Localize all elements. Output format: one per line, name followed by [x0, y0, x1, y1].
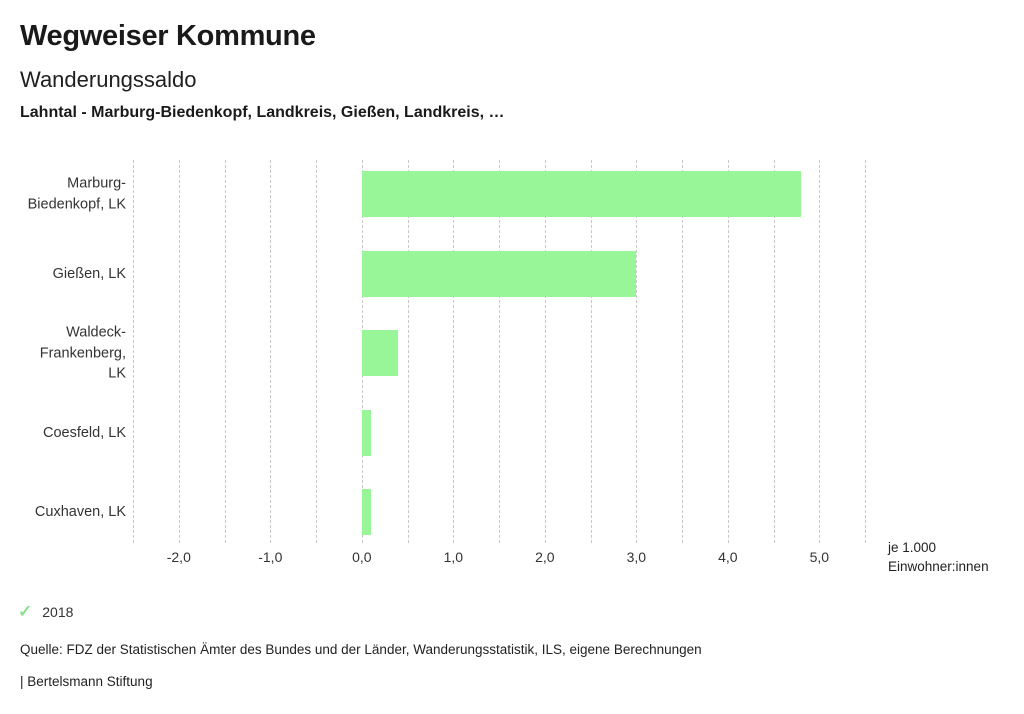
page-title: Wegweiser Kommune — [20, 20, 316, 52]
axis-unit-label: je 1.000 Einwohner:innen — [888, 540, 989, 574]
bar-waldeck-[interactable] — [361, 330, 399, 376]
x-tick-label: 3,0 — [626, 549, 647, 565]
gridline — [133, 160, 134, 543]
legend-item-2018[interactable]: ✓ 2018 — [18, 602, 73, 622]
gridline — [727, 160, 729, 543]
x-tick-label: -2,0 — [166, 549, 191, 565]
legend-label: 2018 — [42, 604, 74, 620]
gridline — [453, 160, 455, 543]
x-tick-label: 4,0 — [718, 549, 738, 565]
bar-coesfeld[interactable] — [361, 409, 371, 456]
attribution: | Bertelsmann Stiftung — [20, 674, 153, 689]
gridline — [407, 160, 409, 543]
selection-breadcrumb: Lahntal - Marburg-Biedenkopf, Landkreis,… — [20, 104, 505, 121]
gridline — [499, 160, 500, 543]
gridline — [178, 160, 180, 543]
x-tick-label: 5,0 — [809, 549, 830, 565]
check-icon: ✓ — [18, 602, 33, 621]
x-tick-label: 2,0 — [535, 549, 555, 565]
source-note: Quelle: FDZ der Statistischen Ämter des … — [20, 642, 702, 657]
bar-gießen[interactable] — [361, 250, 637, 297]
x-tick-label: 1,0 — [443, 549, 464, 565]
category-label: Marburg- Biedenkopf, LK — [27, 175, 126, 213]
category-label: Cuxhaven, LK — [34, 503, 126, 520]
gridline — [773, 160, 775, 543]
bar-cuxhaven[interactable] — [361, 489, 371, 535]
category-label: Coesfeld, LK — [42, 424, 126, 441]
chart-title: Wanderungssaldo — [20, 67, 197, 92]
gridline — [865, 160, 866, 543]
x-tick-label: 0,0 — [352, 549, 372, 565]
gridline — [544, 160, 546, 543]
gridline — [590, 160, 592, 543]
bar-marburg-[interactable] — [361, 171, 801, 217]
gridline — [316, 160, 317, 543]
gridline — [270, 160, 272, 543]
gridline — [682, 160, 683, 543]
gridline — [636, 160, 638, 543]
category-label: Waldeck- Frankenberg, LK — [39, 324, 126, 382]
category-label: Gießen, LK — [52, 265, 126, 282]
x-tick-label: -1,0 — [258, 549, 283, 565]
gridline — [819, 160, 821, 543]
gridline — [224, 160, 226, 543]
